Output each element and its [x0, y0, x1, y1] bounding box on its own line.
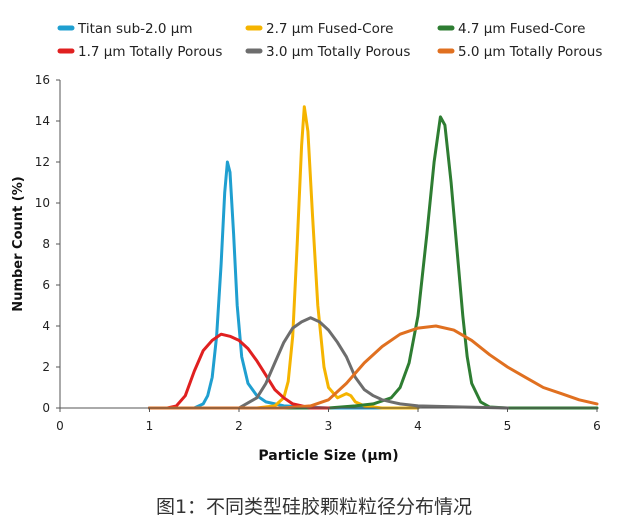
x-tick-label: 1: [146, 419, 154, 433]
y-tick-label: 14: [35, 114, 50, 128]
y-tick-label: 8: [42, 237, 50, 251]
x-tick-label: 0: [56, 419, 64, 433]
legend-label: 2.7 µm Fused-Core: [266, 21, 393, 37]
y-tick-label: 10: [35, 196, 50, 210]
legend-label: 4.7 µm Fused-Core: [458, 21, 585, 37]
y-tick-label: 2: [42, 360, 50, 374]
y-tick-label: 4: [42, 319, 50, 333]
x-axis-label: Particle Size (µm): [258, 448, 398, 464]
series-line-6: [148, 324, 599, 410]
legend: Titan sub-2.0 µm 2.7 µm Fused-Core 4.7 µm …: [57, 21, 602, 60]
x-tick-label: 6: [593, 419, 601, 433]
legend-label: 3.0 µm Totally Porous: [266, 44, 410, 60]
legend-label: 1.7 µm Totally Porous: [78, 44, 222, 60]
y-tick-label: 12: [35, 155, 50, 169]
figure-caption: 图1：不同类型硅胶颗粒粒径分布情况: [155, 496, 473, 518]
series-line-4: [148, 332, 330, 410]
x-tick-label: 5: [504, 419, 512, 433]
y-tick-label: 0: [42, 401, 50, 415]
series-line-5: [148, 316, 509, 410]
x-tick-label: 4: [414, 419, 422, 433]
plot-area: [148, 105, 599, 410]
series-line-1: [148, 160, 420, 410]
y-tick-label: 6: [42, 278, 50, 292]
legend-label: 5.0 µm Totally Porous: [458, 44, 602, 60]
y-tick-label: 16: [35, 73, 50, 87]
y-axis-label: Number Count (%): [11, 176, 26, 311]
series-line-3: [148, 115, 599, 410]
legend-label: Titan sub-2.0 µm: [77, 21, 193, 37]
x-tick-label: 2: [235, 419, 243, 433]
series-line-2: [148, 105, 420, 410]
x-tick-label: 3: [325, 419, 333, 433]
